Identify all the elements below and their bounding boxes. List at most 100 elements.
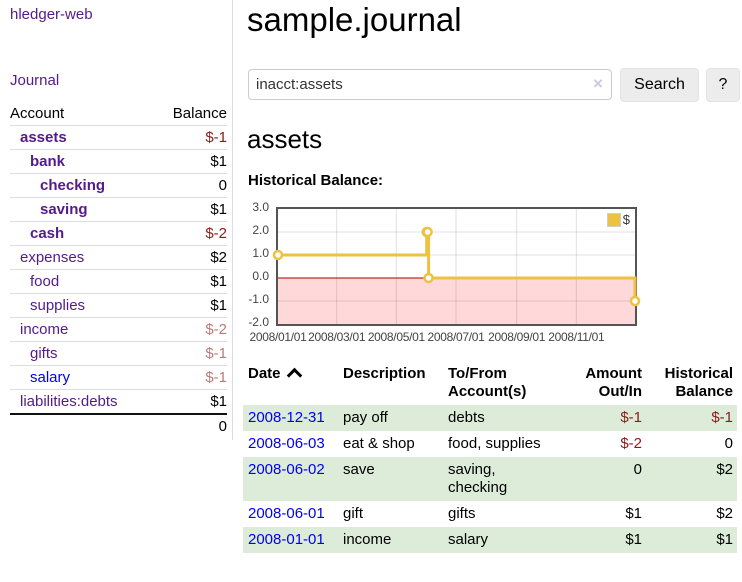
transaction-amount: 0 [633, 461, 642, 478]
account-row: gifts $-1 [10, 341, 227, 366]
account-balance: 0 [154, 173, 227, 198]
sort-asc-icon [286, 367, 302, 384]
transaction-date-link[interactable]: 2008-06-01 [248, 505, 325, 522]
account-balance: $1 [154, 269, 227, 294]
transaction-amount: $1 [625, 505, 642, 522]
transaction-date-link[interactable]: 2008-12-31 [248, 409, 325, 426]
accounts-table: Account Balance assets $-1 bank $1 checking 0… [10, 102, 227, 438]
transaction-accounts: saving, checking [448, 461, 508, 496]
account-link[interactable]: income [20, 321, 69, 338]
transaction-date-link[interactable]: 2008-06-02 [248, 461, 325, 478]
amount-column-header: Amount Out/In [585, 365, 642, 400]
app-title-link[interactable]: hledger-web [10, 6, 93, 23]
account-balance: $-1 [154, 365, 227, 390]
transaction-amount: $1 [625, 531, 642, 548]
accounts-table-body: assets $-1 bank $1 checking 0 saving $1 cash $-2 e… [10, 125, 227, 415]
account-link[interactable]: checking [40, 177, 106, 194]
account-balance: $1 [154, 197, 227, 222]
account-row: saving $1 [10, 197, 227, 222]
account-balance: $1 [154, 149, 227, 174]
legend-swatch-icon [606, 212, 621, 227]
page-title: sample.journal [247, 1, 462, 38]
help-button[interactable]: ? [706, 68, 740, 102]
account-link[interactable]: food [30, 273, 60, 290]
transaction-balance: 0 [724, 435, 733, 452]
account-balance: $2 [154, 245, 227, 270]
account-row: expenses $2 [10, 245, 227, 270]
account-balance: $-2 [154, 317, 227, 342]
y-axis-tick-label: -1.0 [248, 292, 269, 306]
transaction-accounts: gifts [448, 505, 476, 522]
x-axis-tick-label: 2008/05/01 [367, 330, 425, 344]
account-link[interactable]: expenses [20, 249, 85, 266]
account-link[interactable]: liabilities:debts [20, 393, 118, 410]
account-link[interactable]: bank [30, 153, 66, 170]
account-row: cash $-2 [10, 221, 227, 246]
x-axis-tick-label: 2008/07/01 [427, 330, 485, 344]
historical-balance-chart: $ 3.0 2.0 1.0 0.0 -1.0 -2.0 2008/01/01 2008/03… [240, 200, 742, 348]
register-table-body: 2008-12-31 pay off debts $-1 $-1 2008-06-03 ea… [243, 405, 737, 553]
account-link[interactable]: gifts [30, 345, 58, 362]
transaction-description: gift [343, 505, 364, 522]
account-row: liabilities:debts $1 [10, 389, 227, 415]
transaction-balance: $2 [716, 505, 733, 522]
register-table: Date Description To/From Account(s) Amou… [243, 361, 737, 553]
transaction-row: 2008-06-01 gift gifts $1 $2 [243, 501, 737, 527]
transaction-amount: $-2 [620, 435, 642, 452]
account-balance: $-2 [154, 221, 227, 246]
sidebar-item-journal[interactable]: Journal [10, 72, 60, 89]
account-row: food $1 [10, 269, 227, 294]
transaction-balance: $-1 [711, 409, 733, 426]
account-row: income $-2 [10, 317, 227, 342]
description-column-header: Description [343, 365, 426, 382]
account-link[interactable]: assets [20, 129, 67, 146]
x-axis-tick-label: 2008/11/01 [548, 330, 605, 344]
chart-legend: $ [606, 212, 630, 228]
account-link[interactable]: supplies [30, 297, 86, 314]
transaction-date-link[interactable]: 2008-01-01 [248, 531, 325, 548]
search-button[interactable]: Search [620, 68, 699, 102]
balance-column-header: Historical Balance [664, 365, 733, 400]
accounts-header-row: Account Balance [10, 102, 227, 126]
legend-label: $ [622, 212, 630, 227]
transaction-balance: $1 [716, 531, 733, 548]
account-link[interactable]: saving [40, 201, 88, 218]
account-balance: $-1 [154, 125, 227, 150]
date-column-header[interactable]: Date [243, 361, 343, 405]
account-link[interactable]: salary [30, 369, 71, 386]
accounts-total-balance: 0 [154, 413, 227, 438]
transaction-date-link[interactable]: 2008-06-03 [248, 435, 325, 452]
transaction-row: 2008-01-01 income salary $1 $1 [243, 527, 737, 553]
search-input[interactable] [248, 69, 612, 100]
account-row: supplies $1 [10, 293, 227, 318]
transaction-accounts: food, supplies [448, 435, 541, 452]
x-axis-tick-label: 2008/03/01 [308, 330, 366, 344]
accounts-total-spacer [10, 413, 155, 438]
transaction-description: income [343, 531, 392, 548]
transaction-description: eat & shop [343, 435, 415, 452]
y-axis-tick-label: 2.0 [252, 223, 269, 237]
transaction-row: 2008-12-31 pay off debts $-1 $-1 [243, 405, 737, 431]
transaction-description: pay off [343, 409, 388, 426]
y-axis-tick-label: 3.0 [252, 200, 269, 214]
x-axis-tick-label: 2008/01/01 [249, 330, 307, 344]
register-header-row: Date Description To/From Account(s) Amou… [243, 361, 737, 405]
chart-plot-area: $ [272, 207, 641, 326]
clear-search-icon[interactable]: × [593, 74, 603, 93]
transaction-accounts: salary [448, 531, 489, 548]
x-axis-tick-label: 2008/09/01 [488, 330, 546, 344]
chart-canvas [272, 209, 641, 324]
account-heading: assets [247, 124, 323, 154]
transaction-amount: $-1 [620, 409, 642, 426]
transaction-row: 2008-06-02 save saving, checking 0 $2 [243, 457, 737, 501]
account-balance: $1 [154, 389, 227, 415]
register-table-head: Date Description To/From Account(s) Amou… [243, 361, 737, 405]
balance-column-header: Balance [154, 102, 227, 126]
chart-title: Historical Balance: [248, 172, 384, 189]
account-row: bank $1 [10, 149, 227, 174]
account-row: assets $-1 [10, 125, 227, 150]
y-axis-tick-label: 1.0 [252, 246, 269, 260]
account-link[interactable]: cash [30, 225, 65, 242]
y-axis-tick-label: -2.0 [248, 315, 269, 329]
